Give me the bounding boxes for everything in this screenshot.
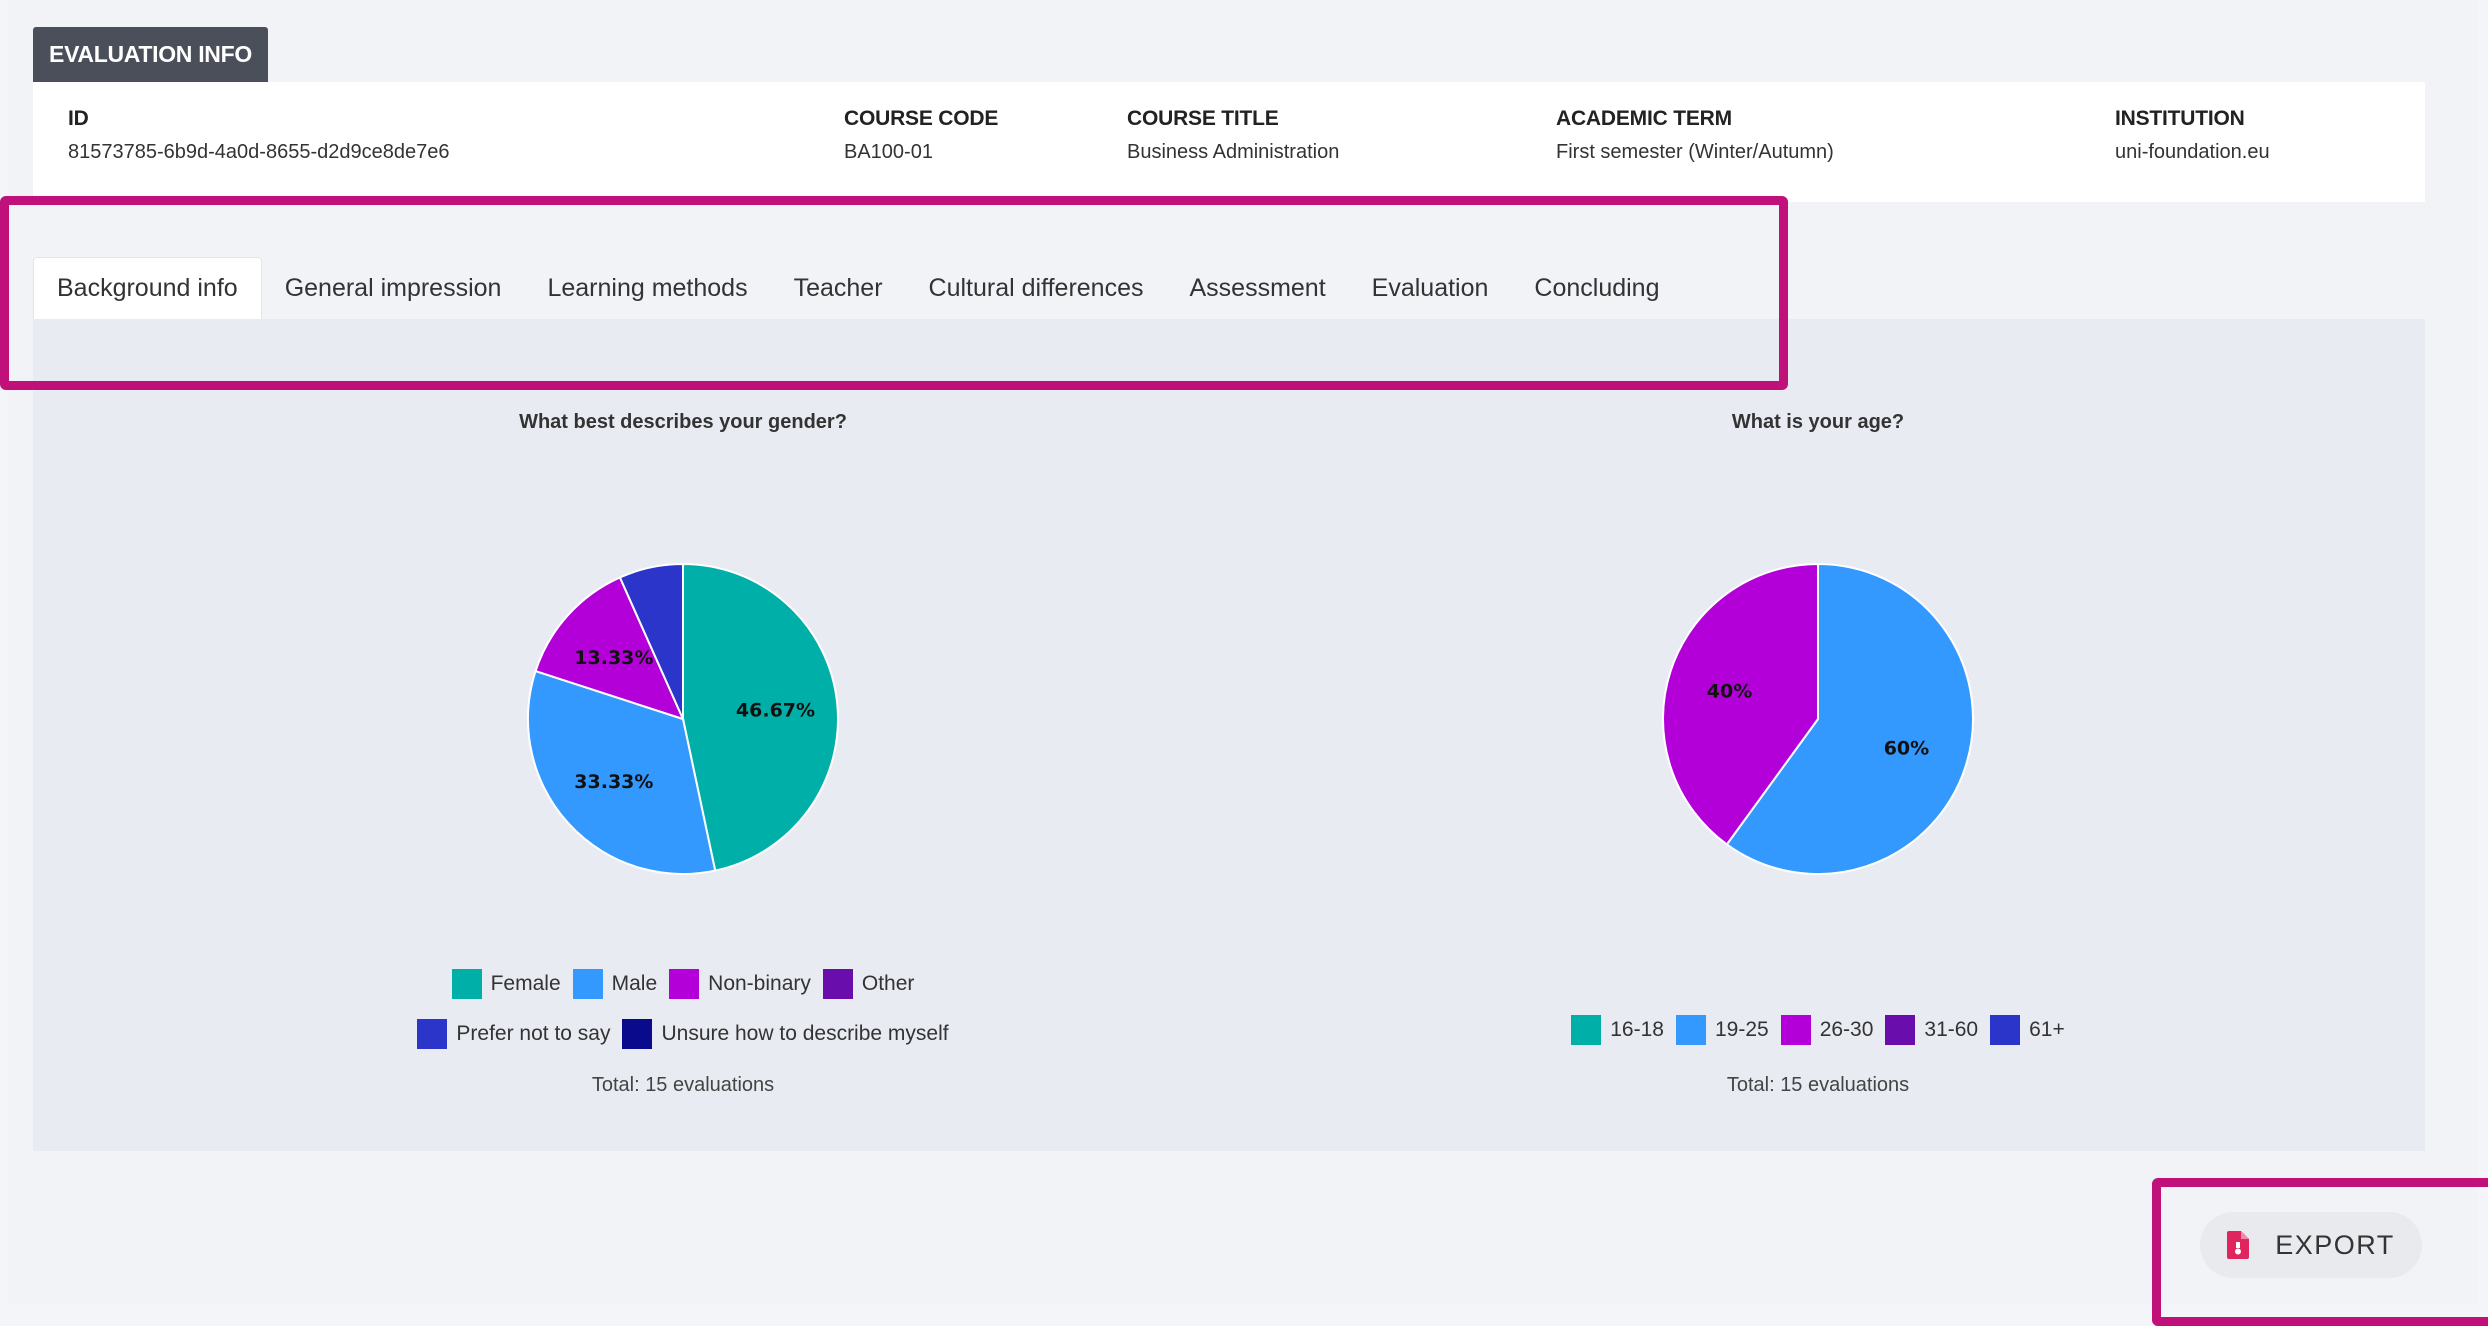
- course-title-value: Business Administration: [1127, 141, 1340, 163]
- tab-concluding[interactable]: Concluding: [1534, 273, 1660, 302]
- file-export-icon: [2227, 1231, 2250, 1259]
- legend-label: Female: [490, 972, 561, 995]
- export-label: EXPORT: [2275, 1229, 2395, 1260]
- legend-row: Prefer not to say Unsure how to describe …: [183, 1019, 1183, 1049]
- legend-item-prefer-not-to-say[interactable]: Prefer not to say: [417, 1019, 610, 1049]
- course-code-label: COURSE CODE: [844, 107, 999, 130]
- legend-item-61[interactable]: 61+: [1990, 1015, 2065, 1045]
- evaluation-info-header: EVALUATION INFO: [33, 27, 268, 82]
- age-pie: 60% 40%: [1662, 562, 1974, 875]
- pie-slice-26-30[interactable]: [1662, 562, 1819, 846]
- legend-item-unsure-how-to-describe-myself[interactable]: Unsure how to describe myself: [622, 1019, 949, 1049]
- age-total: Total: 15 evaluations: [1726, 1074, 1910, 1096]
- legend-label: 31-60: [1924, 1018, 1979, 1041]
- course-code-field: COURSE CODE BA100-01: [844, 107, 998, 164]
- gender-chart-title: What best describes your gender?: [519, 411, 847, 433]
- legend-swatch: [822, 969, 853, 999]
- pie-label-19-25: 60%: [1884, 738, 1929, 760]
- legend-swatch: [1571, 1015, 1602, 1045]
- id-field: ID 81573785-6b9d-4a0d-8655-d2d9ce8de7e6: [68, 107, 449, 164]
- legend-item-26-30[interactable]: 26-30: [1780, 1015, 1874, 1045]
- tab-teacher[interactable]: Teacher: [793, 273, 883, 302]
- pie-label-female: 46.67%: [736, 699, 815, 721]
- pie-slice-non-binary[interactable]: [534, 576, 685, 721]
- legend-label: 61+: [2029, 1018, 2065, 1041]
- academic-term-value: First semester (Winter/Autumn): [1556, 141, 1834, 163]
- pie-slice-female[interactable]: [682, 562, 839, 872]
- legend-label: Male: [611, 972, 658, 995]
- legend-swatch: [622, 1019, 653, 1049]
- gender-pie: 46.67% 33.33% 13.33%: [527, 562, 839, 875]
- legend-swatch: [451, 969, 482, 999]
- gender-legend: Female Male Non-binary Other Prefer not to s…: [183, 969, 1183, 1069]
- course-code-value: BA100-01: [844, 141, 933, 163]
- legend-swatch: [669, 969, 700, 999]
- legend-swatch: [1990, 1015, 2021, 1045]
- tab-assessment[interactable]: Assessment: [1189, 273, 1326, 302]
- gender-chart: What best describes your gender? 46.67% 3…: [183, 319, 1183, 1151]
- legend-label: 26-30: [1819, 1018, 1874, 1041]
- tab-cultural-differences[interactable]: Cultural differences: [928, 273, 1144, 302]
- pie-label-non-binary: 13.33%: [574, 647, 653, 669]
- tab-panel: What best describes your gender? 46.67% 3…: [33, 319, 2425, 1151]
- legend-swatch: [417, 1019, 448, 1049]
- legend-label: Other: [861, 972, 915, 995]
- tab-general-impression[interactable]: General impression: [284, 273, 502, 302]
- legend-item-16-18[interactable]: 16-18: [1571, 1015, 1664, 1045]
- id-value: 81573785-6b9d-4a0d-8655-d2d9ce8de7e6: [68, 141, 450, 163]
- age-chart: What is your age? 60% 40% 16-18 19-25 26-30…: [1318, 319, 2318, 1151]
- legend-label: Unsure how to describe myself: [661, 1022, 949, 1045]
- tab-learning-methods[interactable]: Learning methods: [547, 273, 748, 302]
- course-title-label: COURSE TITLE: [1127, 107, 1279, 130]
- pie-slice-19-25[interactable]: [1725, 562, 1974, 875]
- course-title-field: COURSE TITLE Business Administration: [1127, 107, 1339, 164]
- evaluation-info-card: ID 81573785-6b9d-4a0d-8655-d2d9ce8de7e6 …: [33, 82, 2425, 202]
- pie-slice-prefer-not-to-say[interactable]: [618, 562, 684, 720]
- institution-label: INSTITUTION: [2115, 107, 2245, 130]
- legend-item-other[interactable]: Other: [822, 969, 915, 999]
- legend-item-31-60[interactable]: 31-60: [1885, 1015, 1978, 1045]
- legend-swatch: [1885, 1015, 1916, 1045]
- legend-swatch: [1675, 1015, 1706, 1045]
- legend-label: 16-18: [1610, 1018, 1664, 1041]
- legend-swatch: [1780, 1015, 1811, 1045]
- institution-field: INSTITUTION uni-foundation.eu: [2115, 107, 2270, 164]
- tab-bar: Background info General impression Learn…: [33, 257, 1683, 319]
- legend-item-19-25[interactable]: 19-25: [1675, 1015, 1769, 1045]
- legend-item-non-binary[interactable]: Non-binary: [669, 969, 811, 999]
- academic-term-label: ACADEMIC TERM: [1556, 107, 1732, 130]
- pie-slice-male[interactable]: [527, 669, 717, 875]
- age-legend: 16-18 19-25 26-30 31-60 61+: [1318, 1015, 2318, 1065]
- tab-background-info[interactable]: Background info: [33, 257, 262, 319]
- legend-item-male[interactable]: Male: [572, 969, 658, 999]
- tab-evaluation[interactable]: Evaluation: [1371, 273, 1489, 302]
- legend-label: Non-binary: [708, 972, 811, 995]
- legend-row: Female Male Non-binary Other: [183, 969, 1183, 999]
- legend-row: 16-18 19-25 26-30 31-60 61+: [1318, 1015, 2318, 1045]
- legend-swatch: [572, 969, 603, 999]
- id-label: ID: [68, 107, 89, 130]
- export-button[interactable]: EXPORT: [2200, 1212, 2422, 1278]
- legend-label: 19-25: [1714, 1018, 1769, 1041]
- legend-item-female[interactable]: Female: [451, 969, 561, 999]
- institution-value: uni-foundation.eu: [2115, 141, 2270, 163]
- legend-label: Prefer not to say: [456, 1022, 611, 1045]
- academic-term-field: ACADEMIC TERM First semester (Winter/Aut…: [1556, 107, 1834, 164]
- pie-label-26-30: 40%: [1707, 680, 1752, 702]
- age-chart-title: What is your age?: [1731, 411, 1905, 433]
- pie-label-male: 33.33%: [574, 771, 653, 793]
- gender-total: Total: 15 evaluations: [591, 1074, 775, 1096]
